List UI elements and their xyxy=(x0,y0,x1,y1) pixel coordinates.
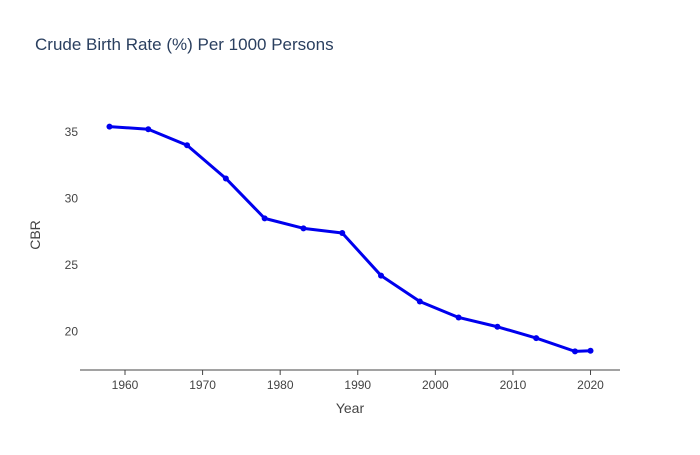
series-line xyxy=(109,125,591,353)
data-point xyxy=(455,314,462,321)
data-point xyxy=(222,175,229,182)
y-axis-ticks: 20 25 30 35 xyxy=(65,125,79,339)
data-point xyxy=(416,298,423,305)
x-tick-label: 1970 xyxy=(189,378,216,392)
x-axis-ticks: 1960 1970 1980 1990 2000 2010 2020 xyxy=(112,370,604,392)
x-tick-label: 2000 xyxy=(422,378,449,392)
data-point xyxy=(494,323,501,330)
x-tick-label: 2020 xyxy=(577,378,604,392)
y-tick-label: 25 xyxy=(65,258,79,272)
data-point xyxy=(572,348,578,355)
x-tick-label: 2010 xyxy=(500,378,527,392)
x-tick-label: 1980 xyxy=(267,378,294,392)
data-point xyxy=(533,335,540,342)
x-tick-label: 1990 xyxy=(344,378,371,392)
y-axis-title: CBR xyxy=(27,220,43,250)
y-tick-label: 35 xyxy=(65,125,79,139)
data-point xyxy=(378,272,385,279)
data-point xyxy=(106,123,113,130)
x-tick-label: 1960 xyxy=(112,378,139,392)
chart-title: Crude Birth Rate (%) Per 1000 Persons xyxy=(35,35,334,54)
series-points xyxy=(106,123,594,355)
data-point xyxy=(300,225,307,232)
data-point xyxy=(587,347,594,354)
data-point xyxy=(145,126,152,133)
data-point xyxy=(184,142,191,149)
data-point xyxy=(261,215,268,222)
y-tick-label: 30 xyxy=(65,191,79,205)
y-tick-label: 20 xyxy=(65,324,79,338)
data-point xyxy=(339,230,346,237)
x-axis-title: Year xyxy=(336,400,365,416)
